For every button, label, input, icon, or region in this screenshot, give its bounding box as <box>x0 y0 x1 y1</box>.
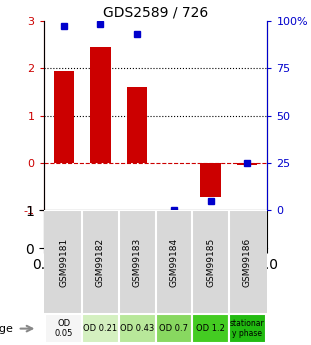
Text: age: age <box>0 324 14 334</box>
Text: OD 0.21: OD 0.21 <box>83 324 118 333</box>
Text: OD 1.2: OD 1.2 <box>196 324 225 333</box>
Text: GSM99181: GSM99181 <box>59 238 68 287</box>
Bar <box>45 314 82 343</box>
Bar <box>229 314 266 343</box>
Bar <box>90 47 110 163</box>
Bar <box>127 87 147 163</box>
Bar <box>156 314 192 343</box>
Text: OD 0.43: OD 0.43 <box>120 324 154 333</box>
Text: GSM99185: GSM99185 <box>206 238 215 287</box>
Bar <box>192 314 229 343</box>
Bar <box>82 314 119 343</box>
Text: OD
0.05: OD 0.05 <box>54 319 73 338</box>
Text: stationar
y phase: stationar y phase <box>230 319 265 338</box>
Bar <box>237 163 258 165</box>
Text: GSM99182: GSM99182 <box>96 238 105 287</box>
Title: GDS2589 / 726: GDS2589 / 726 <box>103 6 208 20</box>
Text: GSM99183: GSM99183 <box>133 238 142 287</box>
Text: OD 0.7: OD 0.7 <box>159 324 188 333</box>
Bar <box>201 163 221 197</box>
Text: GSM99186: GSM99186 <box>243 238 252 287</box>
Bar <box>53 70 74 163</box>
Bar <box>119 314 156 343</box>
Text: GSM99184: GSM99184 <box>169 238 178 287</box>
